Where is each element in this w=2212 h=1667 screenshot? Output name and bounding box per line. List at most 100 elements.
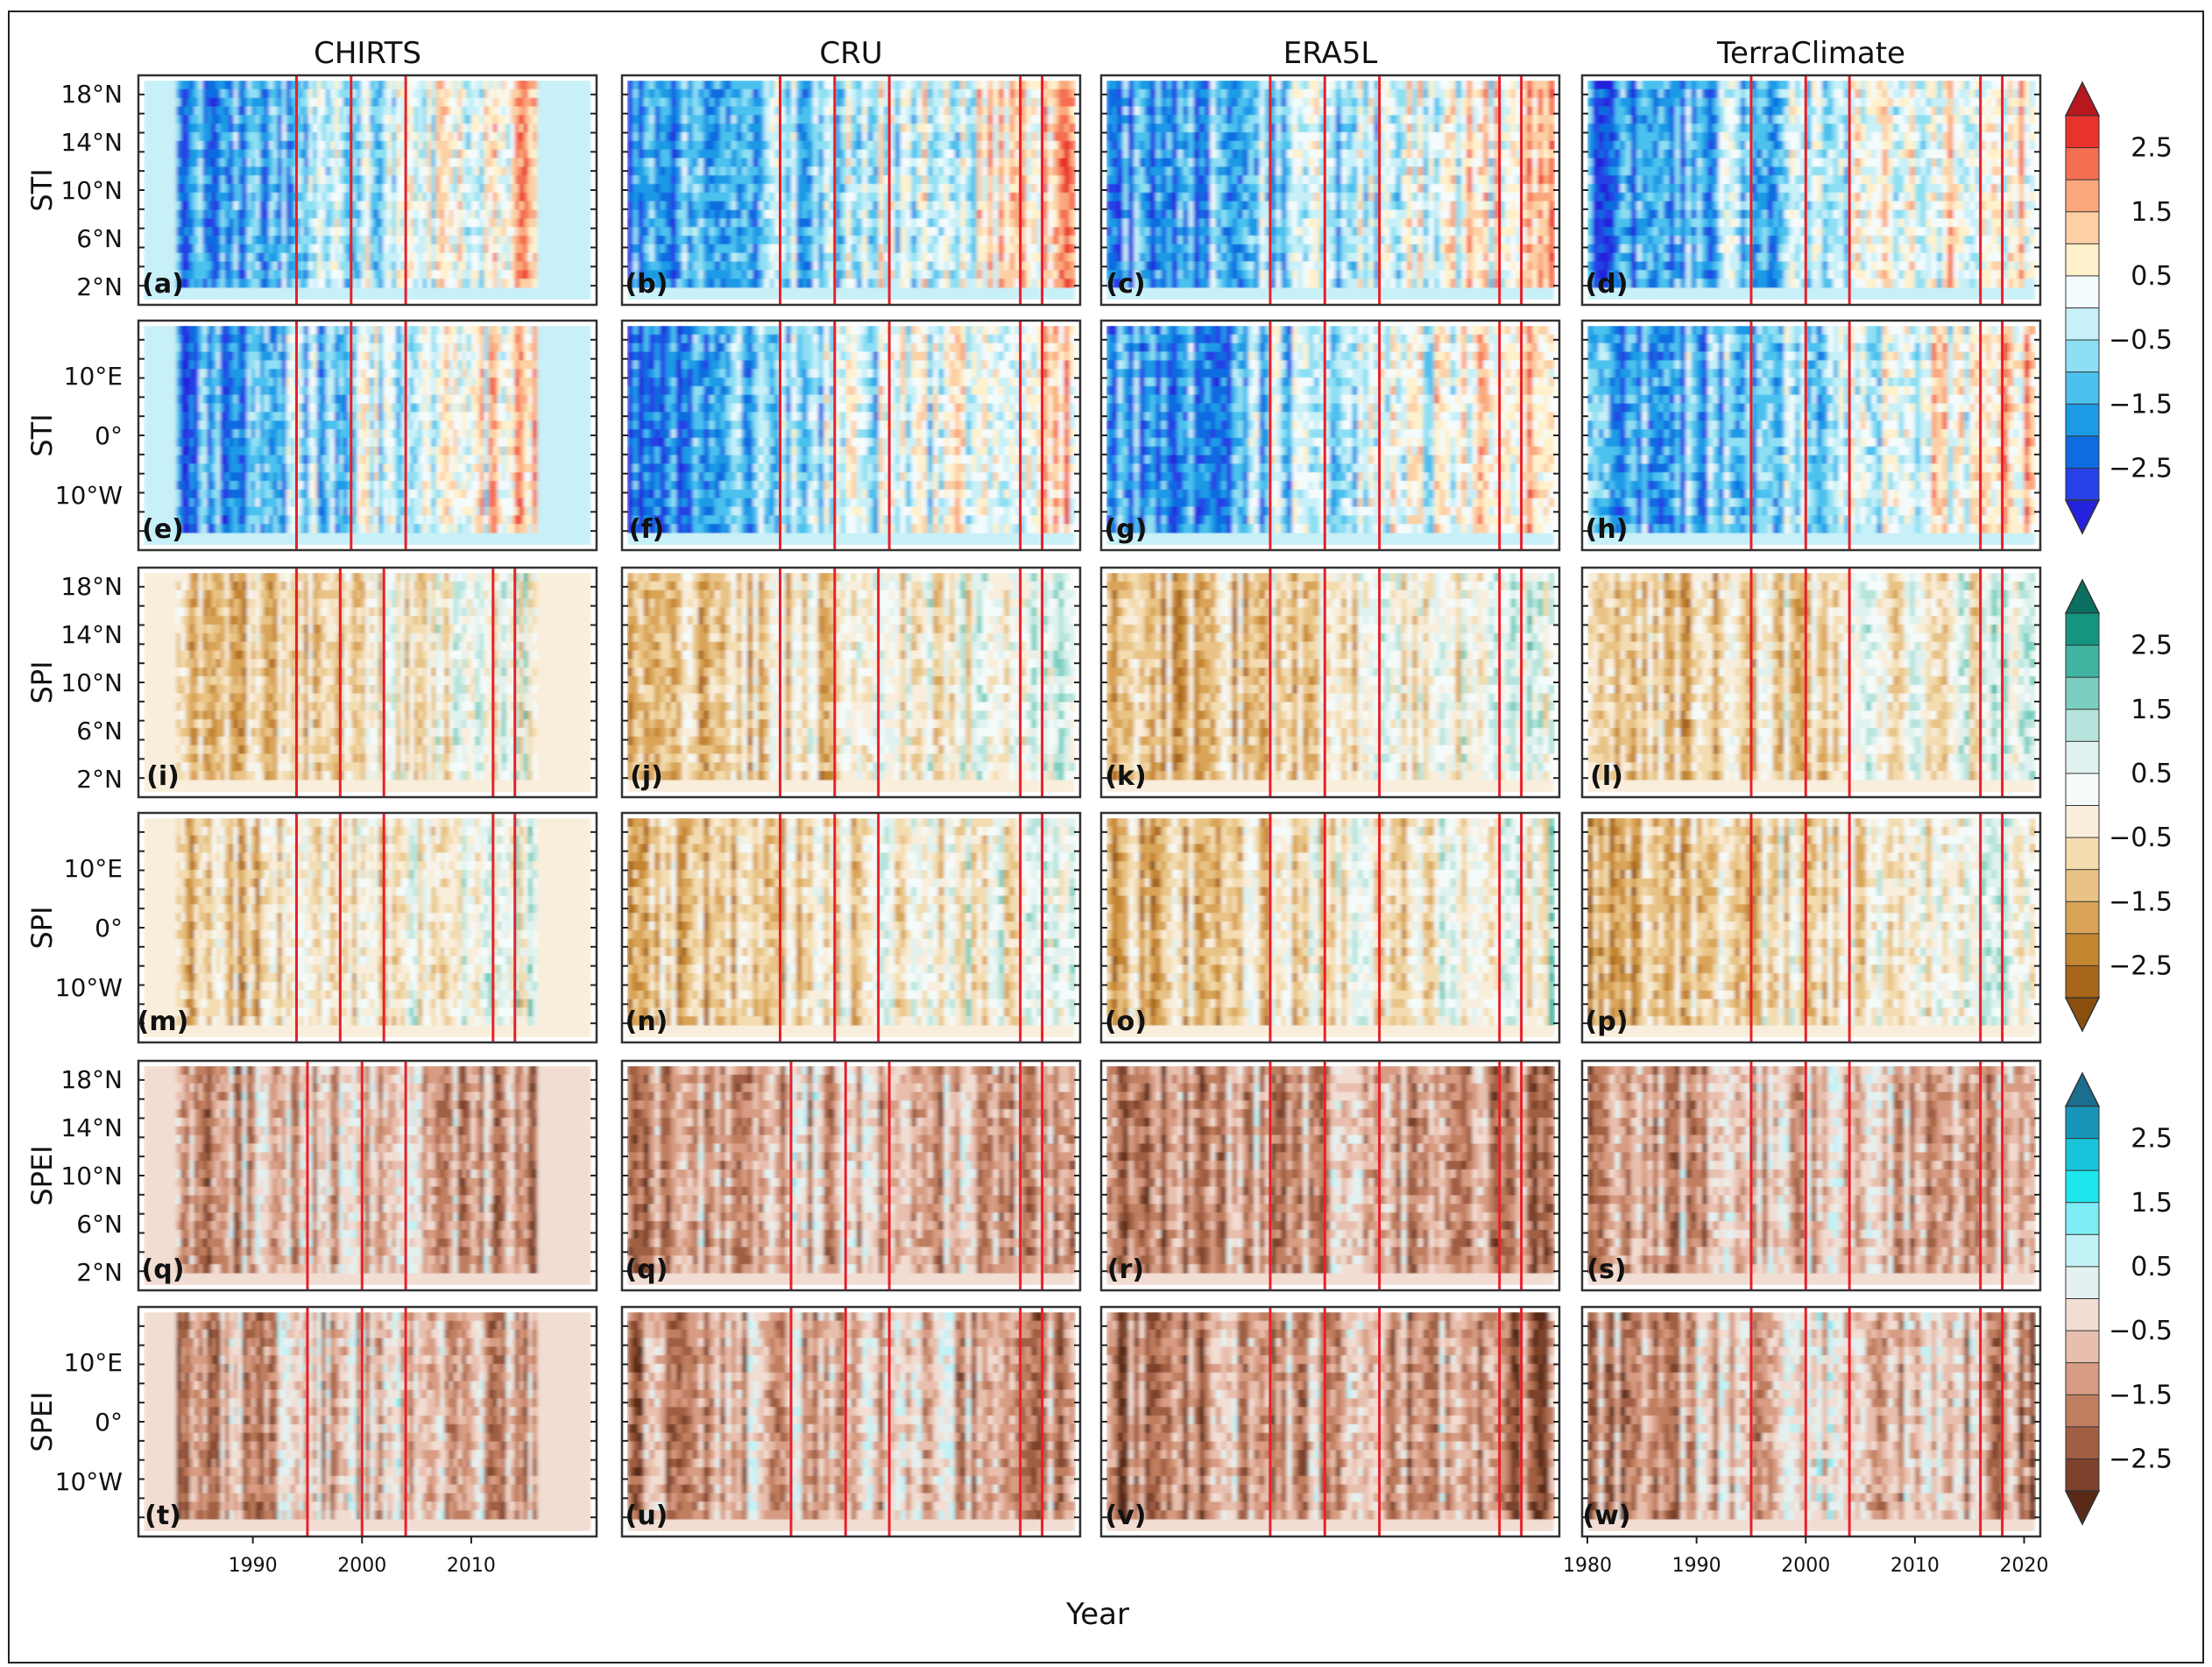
heat-cell [322, 115, 327, 124]
heat-cell [278, 236, 283, 244]
heat-cell [225, 270, 230, 279]
heat-cell [212, 115, 217, 124]
heat-cell [247, 132, 252, 141]
heat-cell [176, 159, 181, 167]
heat-cell [176, 98, 181, 107]
heat-cell [256, 150, 261, 159]
heat-cell [238, 115, 244, 124]
heat-cell [286, 279, 292, 287]
heat-cell [260, 89, 265, 98]
heat-cell [269, 159, 274, 167]
heat-cell [269, 279, 274, 287]
heat-cell [304, 279, 309, 287]
heat-cell [208, 166, 213, 175]
heat-cell [278, 184, 283, 193]
heat-cell [251, 175, 257, 184]
heat-cell [317, 175, 322, 184]
heat-cell [300, 201, 305, 210]
heat-cell [286, 141, 292, 150]
heat-cell [234, 201, 239, 210]
heat-cell [230, 193, 235, 201]
heat-cell [180, 141, 186, 150]
heat-cell [247, 124, 252, 132]
heat-cell [291, 98, 296, 107]
heat-cell [198, 159, 203, 167]
heat-cell [176, 107, 181, 116]
heat-cell [212, 166, 217, 175]
heat-cell [322, 150, 327, 159]
heat-cell [189, 175, 194, 184]
heat-cell [308, 159, 314, 167]
heat-cell [234, 253, 239, 262]
heat-cell [265, 115, 270, 124]
heat-cell [208, 132, 213, 141]
heat-cell [326, 210, 331, 219]
heat-cell [308, 150, 314, 159]
heat-cell [216, 81, 222, 89]
heat-cell [234, 279, 239, 287]
heat-cell [308, 141, 314, 150]
heat-cell [326, 81, 331, 89]
heat-cell [202, 218, 208, 227]
heat-cell [247, 244, 252, 253]
heat-cell [256, 107, 261, 116]
heat-cell [256, 98, 261, 107]
heat-cell [180, 98, 186, 107]
heat-cell [256, 175, 261, 184]
heat-cell [256, 210, 261, 219]
heat-cell [256, 253, 261, 262]
heat-cell [273, 159, 279, 167]
heat-cell [185, 159, 190, 167]
heat-cell [225, 184, 230, 193]
heat-cell [185, 262, 190, 271]
heat-cell [202, 210, 208, 219]
heat-cell [291, 81, 296, 89]
heat-cell [189, 124, 194, 132]
heat-cell [313, 107, 318, 116]
heat-cell [322, 227, 327, 236]
heat-cell [221, 81, 226, 89]
heat-cell [194, 175, 199, 184]
heat-cell [265, 175, 270, 184]
heat-cell [273, 262, 279, 271]
heat-cell [308, 236, 314, 244]
heat-cell [238, 81, 244, 89]
heat-cell [198, 270, 203, 279]
heat-cell [278, 244, 283, 253]
heat-cell [238, 98, 244, 107]
heat-cell [286, 227, 292, 236]
heat-cell [322, 81, 327, 89]
heat-cell [326, 115, 331, 124]
heat-cell [176, 227, 181, 236]
heat-cell [185, 184, 190, 193]
heat-cell [273, 201, 279, 210]
heat-cell [212, 141, 217, 150]
heat-cell [265, 150, 270, 159]
heat-cell [238, 193, 244, 201]
heat-cell [189, 253, 194, 262]
heat-cell [216, 89, 222, 98]
heat-cell [189, 89, 194, 98]
heat-cell [256, 193, 261, 201]
heat-cell [269, 89, 274, 98]
heat-cell [282, 244, 287, 253]
heat-cell [230, 98, 235, 107]
heat-cell [198, 218, 203, 227]
heat-cell [286, 115, 292, 124]
heat-cell [225, 262, 230, 271]
heat-cell [304, 227, 309, 236]
heat-cell [304, 141, 309, 150]
heat-cell [234, 98, 239, 107]
heat-cell [221, 107, 226, 116]
heat-cell [189, 244, 194, 253]
heat-cell [194, 184, 199, 193]
heat-cell [308, 210, 314, 219]
heat-cell [313, 193, 318, 201]
heat-cell [243, 132, 248, 141]
heat-cell [194, 98, 199, 107]
heat-cell [286, 218, 292, 227]
heat-cell [234, 236, 239, 244]
heat-cell [269, 201, 274, 210]
heat-cell [308, 253, 314, 262]
heat-cell [300, 115, 305, 124]
